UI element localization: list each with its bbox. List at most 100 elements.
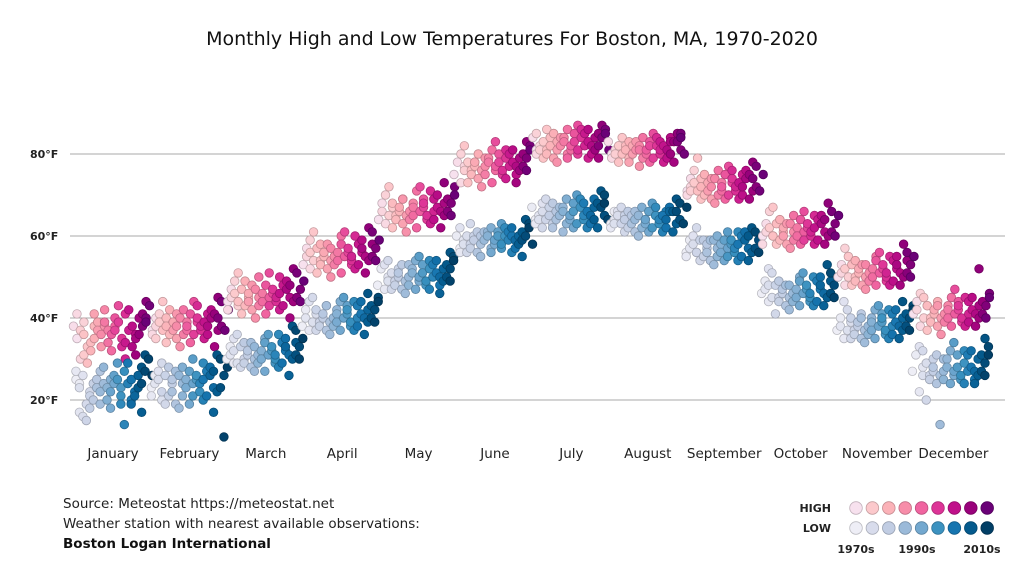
- high-temp-point: [902, 247, 912, 258]
- low-temp-point: [352, 321, 363, 331]
- high-temp-point: [398, 194, 408, 204]
- high-temp-point: [343, 243, 353, 254]
- low-temp-point: [153, 374, 163, 385]
- high-temp-point: [932, 301, 943, 311]
- low-temp-point: [682, 202, 692, 213]
- high-temp-point: [185, 309, 196, 319]
- low-temp-point: [294, 342, 305, 352]
- high-temp-point: [68, 321, 79, 331]
- low-temp-point: [465, 243, 475, 254]
- high-temp-point: [380, 190, 391, 200]
- low-temp-point: [163, 362, 174, 372]
- y-tick-label: 20°F: [30, 394, 58, 407]
- low-temp-point: [112, 358, 123, 368]
- high-temp-point: [689, 165, 699, 176]
- low-temp-point: [691, 247, 702, 258]
- high-temp-point: [79, 350, 89, 360]
- legend-high-label: HIGH: [799, 502, 831, 515]
- low-temp-point: [98, 362, 109, 372]
- high-temp-point: [312, 268, 322, 278]
- low-temp-point: [71, 366, 81, 377]
- high-temp-point: [353, 260, 364, 270]
- low-temp-point: [873, 301, 884, 311]
- low-temp-point: [208, 366, 219, 377]
- low-temp-point: [983, 350, 994, 360]
- high-temp-point: [813, 235, 823, 245]
- low-temp-point: [496, 239, 507, 249]
- low-temp-point: [815, 280, 825, 290]
- low-temp-point: [527, 202, 537, 213]
- high-temp-point: [377, 198, 387, 208]
- high-temp-point: [233, 268, 243, 278]
- high-temp-point: [892, 251, 902, 262]
- low-temp-point: [311, 305, 321, 315]
- low-temp-point: [410, 284, 421, 295]
- high-temp-point: [840, 264, 850, 274]
- high-temp-point: [830, 231, 840, 241]
- low-temp-point: [242, 346, 253, 356]
- low-temp-point: [774, 276, 784, 286]
- low-temp-point: [897, 296, 908, 307]
- low-temp-point: [277, 358, 287, 368]
- high-temp-point: [415, 182, 425, 192]
- low-temp-point: [633, 231, 644, 241]
- high-temp-point: [213, 313, 223, 323]
- high-temp-point: [562, 124, 573, 135]
- legend-low-swatch: [898, 521, 912, 535]
- low-temp-point: [119, 366, 130, 377]
- high-temp-point: [274, 288, 285, 299]
- low-temp-point: [819, 301, 829, 311]
- low-temp-point: [537, 223, 547, 233]
- high-temp-point: [559, 136, 569, 147]
- high-temp-point: [141, 317, 151, 327]
- low-temp-point: [294, 354, 305, 364]
- low-temp-point: [589, 214, 599, 225]
- low-temp-point: [931, 350, 942, 360]
- high-temp-point: [257, 296, 268, 307]
- high-temp-point: [850, 276, 860, 286]
- low-temp-point: [945, 346, 956, 356]
- high-temp-point: [326, 243, 336, 254]
- high-temp-point: [820, 214, 830, 225]
- high-temp-point: [710, 198, 720, 208]
- low-temp-point: [894, 333, 904, 344]
- high-temp-point: [89, 333, 99, 344]
- high-temp-point: [164, 305, 175, 315]
- high-temp-point: [737, 182, 748, 192]
- high-temp-point: [943, 313, 953, 323]
- high-temp-point: [72, 333, 82, 344]
- month-label: July: [558, 446, 583, 462]
- high-temp-point: [860, 260, 871, 270]
- high-temp-point: [380, 218, 391, 229]
- high-temp-point: [319, 247, 329, 258]
- high-temp-point: [480, 169, 490, 180]
- high-temp-point: [593, 141, 604, 151]
- legend-decade-label: 1970s: [837, 543, 875, 556]
- low-temp-point: [815, 272, 826, 282]
- high-temp-point: [833, 210, 844, 221]
- high-temp-point: [336, 268, 346, 278]
- low-temp-point: [924, 374, 935, 385]
- low-temp-point: [945, 378, 956, 389]
- low-temp-point: [407, 268, 417, 278]
- low-temp-point: [561, 194, 572, 204]
- month-label: June: [479, 446, 509, 462]
- high-temp-point: [158, 296, 168, 307]
- low-temp-point: [160, 399, 170, 409]
- low-temp-point: [338, 292, 349, 303]
- low-temp-point: [712, 231, 722, 241]
- high-temp-point: [799, 206, 809, 217]
- low-temp-point: [445, 264, 455, 274]
- high-temp-point: [538, 136, 548, 147]
- high-temp-point: [795, 214, 806, 225]
- low-temp-point: [938, 374, 949, 385]
- low-temp-point: [184, 399, 195, 409]
- high-temp-point: [720, 169, 730, 180]
- high-temp-point: [223, 305, 233, 315]
- high-temp-point: [820, 239, 830, 249]
- low-temp-point: [619, 214, 630, 225]
- high-temp-point: [922, 325, 932, 336]
- low-temp-point: [400, 288, 410, 299]
- low-temp-point: [671, 206, 682, 217]
- low-temp-point: [390, 280, 400, 290]
